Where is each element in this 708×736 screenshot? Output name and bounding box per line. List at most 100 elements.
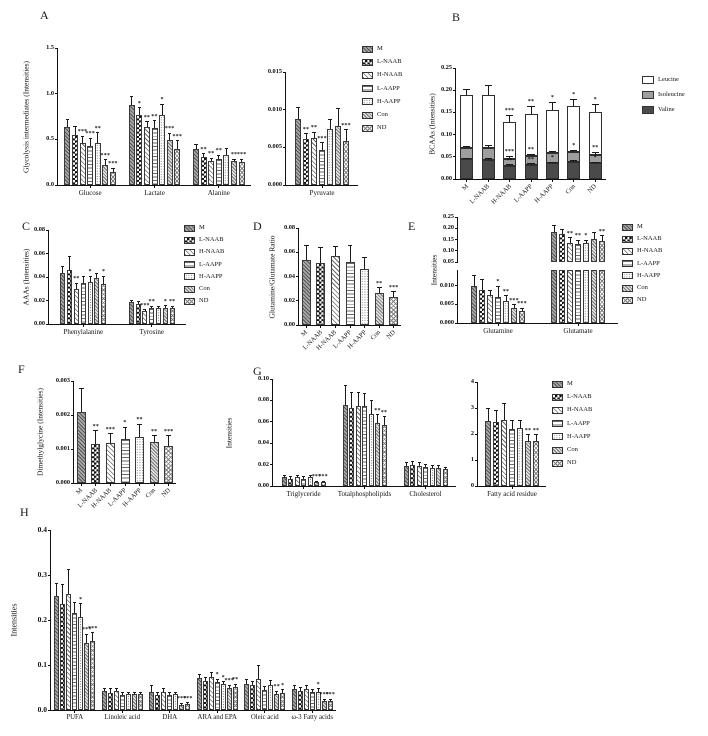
y-tick-label: 0.002 xyxy=(55,411,70,418)
significance-label: *** xyxy=(100,152,111,159)
error-bar xyxy=(226,147,227,155)
bar xyxy=(151,128,158,185)
legend-label: H-NAAB xyxy=(377,71,403,79)
pattern-swatch-icon xyxy=(184,273,195,281)
error-bar xyxy=(573,149,575,153)
significance-label: * xyxy=(550,95,555,102)
significance-label: ** xyxy=(524,427,532,434)
legend-item: L-NAAB xyxy=(622,235,662,243)
error-bar xyxy=(335,246,336,256)
error-bar-cap xyxy=(362,257,368,258)
y-axis-tick xyxy=(45,323,49,325)
legend-swatch xyxy=(642,76,654,84)
bar xyxy=(220,683,226,710)
significance-label: ** xyxy=(136,417,143,423)
category-label: Glutamine xyxy=(483,327,513,335)
legend-item: ND xyxy=(622,296,646,304)
error-bar xyxy=(204,677,206,681)
error-bar xyxy=(505,295,507,301)
error-bar-cap xyxy=(343,385,347,387)
error-bar xyxy=(246,678,248,685)
error-bar xyxy=(157,691,159,696)
significance-label: ** xyxy=(592,145,599,152)
significance-label: ** xyxy=(92,423,100,430)
error-bar-cap xyxy=(494,409,498,411)
error-bar-cap xyxy=(209,157,213,159)
error-bar xyxy=(151,305,153,309)
y-tick-label: 0.02 xyxy=(257,460,269,468)
y-axis-tick xyxy=(54,93,58,95)
pattern-swatch-icon xyxy=(184,248,195,256)
significance-label: * xyxy=(496,279,500,286)
legend-item: M xyxy=(362,45,383,53)
error-bar-cap xyxy=(289,476,292,478)
error-bar xyxy=(169,692,171,696)
bar xyxy=(335,126,341,185)
error-bar-cap xyxy=(55,582,59,584)
bar xyxy=(416,465,422,486)
x-axis-tick xyxy=(320,325,322,328)
error-bar-cap xyxy=(65,119,69,121)
x-axis-tick xyxy=(551,179,553,182)
significance-label: ** xyxy=(598,228,606,235)
y-tick-label: 0.010 xyxy=(439,281,454,289)
error-bar xyxy=(252,680,254,686)
error-bar xyxy=(151,685,153,692)
error-bar-cap xyxy=(78,387,84,389)
bar xyxy=(301,259,311,325)
error-bar xyxy=(573,99,575,106)
error-bar xyxy=(509,115,510,122)
bar xyxy=(238,162,245,185)
x-axis-tick xyxy=(573,179,575,182)
category-label: Fatty acid residue xyxy=(487,490,537,498)
error-bar xyxy=(594,104,596,112)
error-bar xyxy=(76,282,77,289)
error-bar xyxy=(513,304,515,309)
bar xyxy=(196,677,202,710)
error-bar-cap xyxy=(138,691,142,693)
error-bar xyxy=(569,237,571,243)
bar xyxy=(307,477,313,486)
legend-label: M xyxy=(199,224,205,231)
category-label: Tyrosine xyxy=(139,328,164,336)
error-bar xyxy=(131,95,133,105)
error-bar-cap xyxy=(591,152,599,154)
bar xyxy=(137,694,143,710)
legend-item: H-NAAB xyxy=(362,71,402,79)
chart-B: 0.00 0.05 0.10 0.15 0.20 0.25 M L-NAAB ** *** *** H… xyxy=(441,64,606,206)
y-tick-label: 0.4 xyxy=(37,525,47,534)
y-tick-label: 0.10 xyxy=(440,130,452,138)
error-bar-cap xyxy=(376,414,379,416)
error-bar-cap xyxy=(245,678,249,680)
error-bar-cap xyxy=(321,480,325,482)
error-bar-cap xyxy=(363,392,366,394)
bar xyxy=(288,478,293,486)
error-bar xyxy=(601,235,603,241)
bar xyxy=(169,308,175,324)
bar xyxy=(202,680,208,710)
y-tick-label: 0.05 xyxy=(440,152,452,160)
bar xyxy=(343,141,349,185)
y-tick-label: 0.000 xyxy=(439,319,454,326)
y-axis-tick xyxy=(295,276,299,277)
legend-item: M xyxy=(552,380,573,388)
legend-item: H-AAPP xyxy=(362,98,400,106)
bar xyxy=(567,270,573,323)
error-bar xyxy=(154,120,155,129)
error-bar-cap xyxy=(350,391,353,393)
significance-label: ** xyxy=(302,126,310,133)
pattern-swatch-icon xyxy=(622,284,633,292)
error-bar-cap xyxy=(95,273,99,275)
pattern-swatch-icon xyxy=(362,71,373,79)
error-bar xyxy=(299,687,301,691)
bar xyxy=(485,421,491,486)
significance-label: * xyxy=(88,269,92,276)
bar xyxy=(479,289,485,323)
error-bar xyxy=(466,89,468,95)
y-tick-label: 2 xyxy=(470,430,474,437)
error-bar-cap xyxy=(318,247,324,249)
error-bar-cap xyxy=(122,426,128,428)
axis-label-B: BCAAs (Intensities) xyxy=(427,92,437,155)
bar xyxy=(149,442,159,483)
error-bar xyxy=(593,232,595,240)
